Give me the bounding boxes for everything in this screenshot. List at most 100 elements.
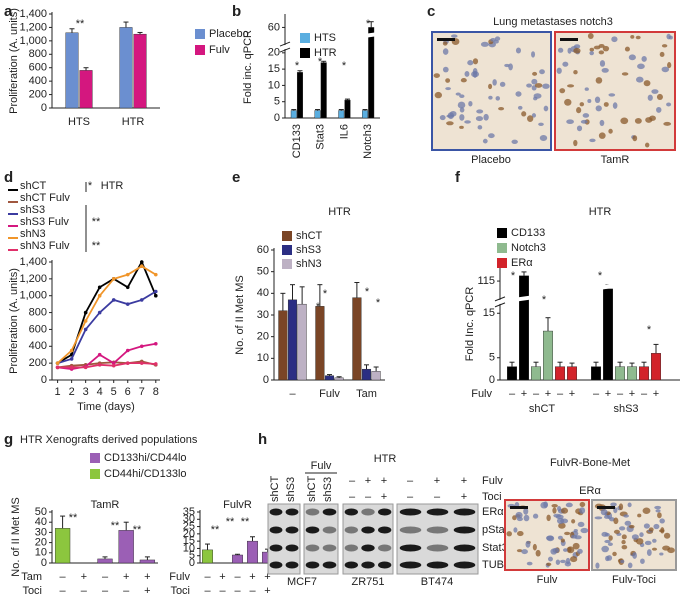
point [139,264,144,269]
nucleus [471,71,480,78]
legend-swatch [282,259,292,269]
group-label: shCT [529,403,556,415]
row-value: + [249,571,255,583]
y-tick-label: 5 [489,352,495,364]
nucleus [635,538,644,545]
nucleus [584,87,589,91]
nucleus [567,84,575,88]
y-tick-label: 600 [29,62,47,74]
nucleus [589,138,596,143]
nucleus [559,559,566,564]
significance: ** [226,516,235,528]
nucleus [533,96,538,101]
point [139,361,144,365]
line [57,342,156,370]
y-tick-label: 5 [189,550,195,562]
blot-band [378,544,392,552]
y-tick-label: 200 [29,357,47,369]
nucleus [573,139,578,147]
bar [615,366,626,381]
row-label: Toci [170,585,190,597]
nucleus [527,115,534,122]
legend-label: shS3 Fulv [20,216,69,228]
blot-band [426,508,449,516]
x-tick-label: 8 [153,386,159,398]
nucleus [516,549,523,553]
point [111,298,116,302]
row-value: + [81,571,87,583]
nucleus [603,515,610,519]
legend-label: shCT [20,180,47,192]
bar [287,299,298,381]
bar [119,27,133,109]
stain-label: ERα [579,485,601,497]
blot-band [322,526,337,534]
row-value: – [81,585,88,597]
significance: * [318,56,323,68]
nucleus [552,507,557,514]
nucleus [555,559,561,565]
nucleus [636,76,644,83]
nucleus [606,555,613,561]
micrograph [431,31,552,151]
nucleus [532,513,539,519]
bar [639,366,650,381]
x-tick-label: 1 [55,386,61,398]
significance: ** [211,524,220,536]
nucleus [566,119,574,124]
nucleus [543,501,548,508]
y-tick-label: 20 [183,528,195,540]
blot-band [361,526,375,534]
point [153,289,158,294]
blot-band [399,544,422,552]
blot-band [305,508,320,516]
blot-band [378,526,392,534]
nucleus [652,538,657,543]
blot-band [344,526,359,534]
nucleus [571,534,578,539]
row-label: Tam [21,571,42,583]
bar [591,366,602,381]
row-value: + [264,571,270,583]
significance: HTR [101,180,124,192]
legend-swatch [195,45,205,55]
legend-swatch [282,231,292,241]
blot-band [305,544,320,552]
row-value: + [461,475,467,487]
x-axis-label: Time (days) [77,401,135,413]
nucleus [526,83,532,88]
bar [344,99,351,119]
nucleus [446,121,454,126]
chart-title: HTR [589,206,612,218]
nucleus [517,105,523,110]
significance: ** [69,512,78,524]
nucleus [632,135,638,142]
y-tick-label: 60 [257,244,269,256]
nucleus [661,44,668,48]
nucleus [580,527,589,534]
nucleus [577,548,583,554]
axis-break [494,296,506,302]
significance: * [598,270,603,282]
axis-break [279,41,291,47]
y-tick-label: 0 [489,374,495,386]
significance: ** [111,520,120,532]
cell-line: BT474 [421,576,453,588]
panel-letter: h [258,431,267,448]
point [153,293,158,298]
nucleus [595,105,602,112]
nucleus [495,96,501,101]
blot-band [453,526,476,534]
nucleus [531,78,538,85]
x-tick-label: + [521,388,527,400]
y-tick-label: 50 [257,266,269,278]
nucleus [442,48,449,55]
x-tick-label: IL6 [338,124,350,139]
x-tick-label: + [605,388,611,400]
blot-band [361,561,375,569]
row-value: + [144,571,150,583]
point [125,272,130,277]
point [97,363,102,367]
legend-swatch [300,48,310,58]
